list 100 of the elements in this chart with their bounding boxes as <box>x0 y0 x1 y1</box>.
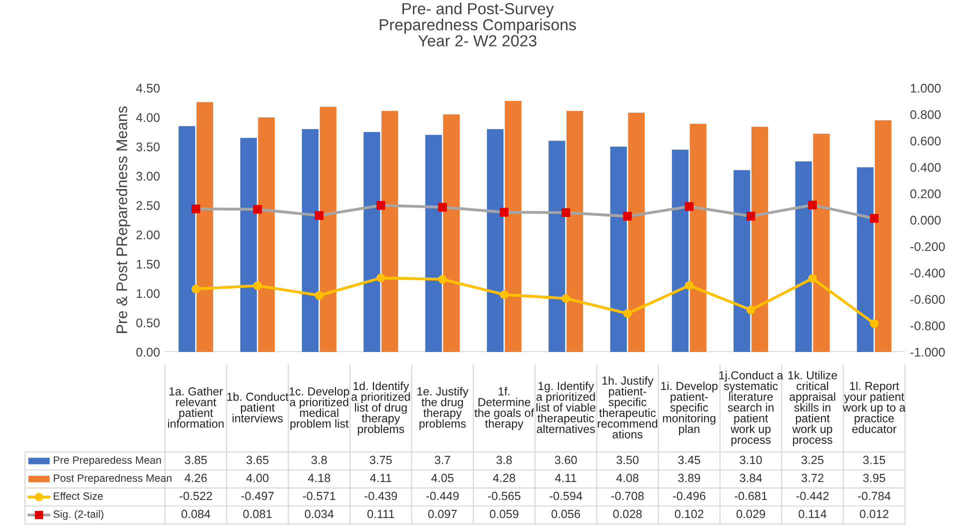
data-label: 0.012 <box>860 510 888 518</box>
data-label: 4.11 <box>555 474 576 482</box>
legend-label: Pre Preparedess Mean <box>54 456 161 466</box>
y-tick-label: 3.00 <box>136 172 160 181</box>
data-label: -0.681 <box>734 492 767 500</box>
data-label: 3.60 <box>554 456 577 464</box>
bar <box>443 114 460 352</box>
bar <box>320 106 336 352</box>
data-label: -0.565 <box>488 492 520 500</box>
data-label: -0.708 <box>611 492 644 500</box>
bar <box>566 110 584 352</box>
x-tick-label: 1j.Conduct a systematic literature search in patient work up process <box>719 370 784 446</box>
data-label: 4.11 <box>370 474 392 482</box>
data-label: 0.084 <box>182 510 210 518</box>
data-label: 0.028 <box>613 510 642 518</box>
data-label: 3.85 <box>184 456 207 464</box>
bar <box>504 100 522 352</box>
data-label: 3.50 <box>616 456 639 464</box>
data-label: -0.496 <box>672 492 706 500</box>
y-tick-label: 2.00 <box>136 230 160 240</box>
bar <box>672 150 689 352</box>
data-label: 3.15 <box>863 456 886 464</box>
data-label: 4.00 <box>246 474 269 482</box>
y-tick-label: 4.00 <box>136 113 160 122</box>
legend-label: Effect Size <box>54 492 103 500</box>
data-label: 0.081 <box>243 510 272 518</box>
data-label: -0.442 <box>796 492 829 500</box>
data-label: 0.056 <box>552 510 580 518</box>
y2-tick-label: -0.600 <box>910 295 945 304</box>
bar <box>486 129 504 352</box>
data-label: 3.8 <box>311 456 327 464</box>
data-label: 0.097 <box>428 510 457 518</box>
data-label: 3.84 <box>740 474 762 482</box>
data-label: 4.05 <box>431 474 454 482</box>
bar <box>381 110 398 352</box>
x-tick-label: 1k. Utilize critical appraisal skills in patient work up process <box>788 370 837 446</box>
y2-tick-label: -0.200 <box>910 242 945 252</box>
data-label: 0.114 <box>798 510 826 518</box>
data-label: -0.594 <box>550 492 582 500</box>
bar <box>258 117 275 352</box>
y2-tick-label: 0.600 <box>910 136 941 146</box>
data-label: 0.059 <box>490 510 518 518</box>
y2-tick-label: 0.200 <box>910 189 941 198</box>
y-tick-label: 3.50 <box>136 142 160 152</box>
x-tick-label: 1c. Develop a prioritized medical problem list <box>290 387 350 430</box>
data-label: 3.65 <box>246 456 268 464</box>
x-tick-label: 1a. Gather relevant patient information <box>168 387 224 428</box>
legend-label: Post Preparedness Mean <box>54 474 172 484</box>
y2-tick-label: 0.000 <box>910 216 941 225</box>
y-tick-label: 0.50 <box>136 318 160 328</box>
y2-tick-label: -0.400 <box>910 268 945 278</box>
data-label: 3.75 <box>370 456 392 464</box>
data-label: 0.029 <box>736 510 766 518</box>
x-tick-label: 1l. Report your patient work up to a practice educator <box>842 382 906 434</box>
bar <box>240 138 257 352</box>
bar <box>628 112 645 352</box>
data-label: 4.28 <box>492 474 516 482</box>
data-label: 0.102 <box>674 510 704 518</box>
y-tick-label: 1.00 <box>136 289 160 298</box>
x-tick-label: 1h. Justify patient- specific therapeutic recommend ations <box>598 376 658 438</box>
bar <box>874 120 892 352</box>
bar <box>196 102 214 352</box>
y2-tick-label: -0.800 <box>910 321 945 330</box>
data-label: 4.18 <box>308 474 330 482</box>
data-label: -0.497 <box>241 492 274 500</box>
data-label: 3.7 <box>434 456 450 464</box>
y-tick-label: 1.50 <box>136 260 160 269</box>
legend-label: Sig. (2-tail) <box>53 510 104 520</box>
x-tick-label: 1b. Conduct patient interviews <box>227 392 288 422</box>
data-label: 3.72 <box>801 474 824 482</box>
bar <box>751 126 768 352</box>
bar <box>813 134 830 352</box>
data-label: 0.034 <box>304 510 334 518</box>
data-label: 3.45 <box>678 456 700 464</box>
data-label: 3.10 <box>740 456 762 464</box>
y2-tick-label: -1.000 <box>910 348 945 357</box>
x-tick-label: 1i. Develop patient- specific monitoring plan <box>661 382 718 436</box>
data-label: -0.449 <box>426 492 459 500</box>
data-label: 0.111 <box>367 510 394 518</box>
bar <box>795 161 812 352</box>
y-tick-label: 0.00 <box>136 348 160 357</box>
y2-tick-label: 0.400 <box>910 163 941 172</box>
data-label: 4.08 <box>616 474 638 482</box>
data-label: -0.571 <box>302 492 336 500</box>
data-label: 3.95 <box>863 474 886 482</box>
data-label: 3.25 <box>801 456 824 464</box>
x-tick-label: 1g. Identify a prioritized list of viable therapeutic alternatives <box>536 382 596 434</box>
bar <box>302 129 319 352</box>
data-label: -0.784 <box>858 492 891 500</box>
bar <box>364 132 380 352</box>
y-tick-label: 4.50 <box>136 84 160 93</box>
y-tick-label: 2.50 <box>136 201 160 210</box>
chart-title: Pre- and Post-Survey Preparedness Comparisons Year 2- W2 2023 <box>380 2 576 46</box>
bar <box>178 126 196 352</box>
data-label: 4.26 <box>184 474 207 482</box>
y2-tick-label: 0.800 <box>910 110 941 120</box>
bar <box>734 170 750 352</box>
bar <box>690 124 706 352</box>
x-tick-label: 1e. Justify the drug therapy problems <box>417 387 468 430</box>
x-tick-label: 1d. Identify a prioritized list of drug therapy problems <box>352 382 410 436</box>
